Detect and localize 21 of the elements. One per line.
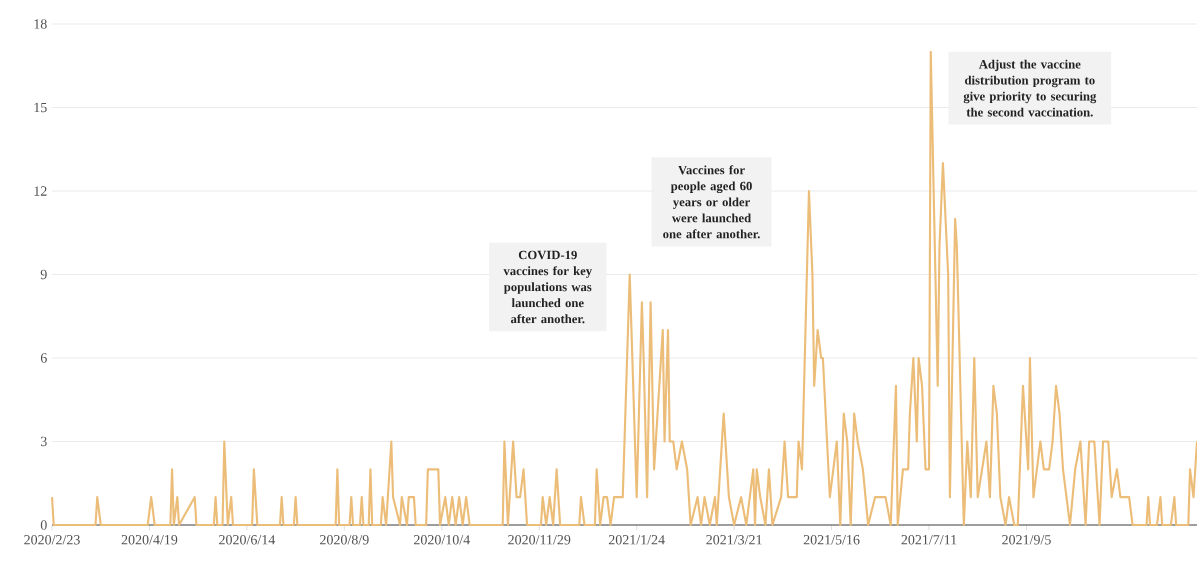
y-tick-label: 0	[40, 520, 47, 530]
annotation: Vaccines for people aged 60 years or older were launched one after another.	[663, 165, 760, 239]
x-tick-label: 2021/5/16	[803, 535, 860, 545]
y-tick-label: 15	[34, 102, 47, 113]
x-tick-label: 2020/10/4	[414, 535, 470, 545]
x-tick-label: 2020/11/29	[508, 535, 571, 545]
y-tick-label: 12	[34, 186, 47, 196]
x-tick-label: 2021/7/11	[901, 535, 957, 545]
annotation: COVID-19 vaccines for key populations was launched one after another.	[503, 250, 592, 324]
x-tick-label: 2020/4/19	[121, 535, 178, 545]
x-tick-label: 2020/8/9	[320, 535, 369, 545]
x-tick-label: 2020/6/14	[219, 535, 276, 545]
x-tick-label: 2021/3/21	[706, 535, 762, 545]
annotation: Adjust the vaccine distribution program to give priority to securing the second vaccination.	[963, 59, 1097, 117]
y-tick-label: 9	[40, 269, 47, 280]
y-tick-label: 6	[40, 353, 47, 363]
y-tick-label: 18	[34, 19, 47, 29]
y-tick-label: 3	[40, 436, 47, 447]
x-tick-label: 2021/1/24	[608, 535, 665, 545]
x-tick-label: 2020/2/23	[24, 535, 80, 545]
x-tick-label: 2021/9/5	[1002, 535, 1051, 545]
